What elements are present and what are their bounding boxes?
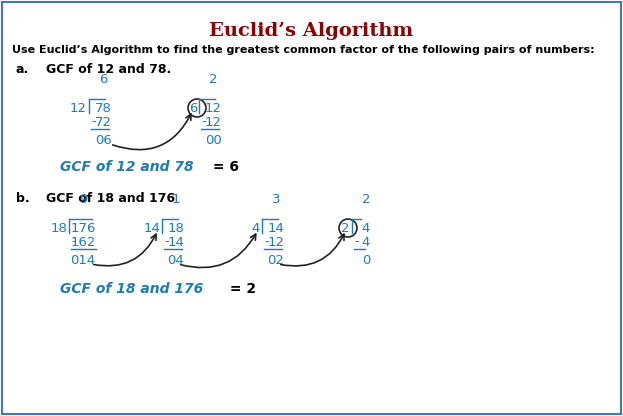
Text: = 2: = 2	[225, 282, 256, 296]
Text: 4: 4	[252, 221, 260, 235]
Text: 162: 162	[70, 235, 96, 248]
Text: Use Euclid’s Algorithm to find the greatest common factor of the following pairs: Use Euclid’s Algorithm to find the great…	[12, 45, 594, 55]
Text: b.: b.	[16, 192, 30, 205]
Text: 4: 4	[362, 221, 370, 235]
Text: 12: 12	[267, 235, 285, 248]
Text: -: -	[71, 235, 76, 248]
Text: 18: 18	[50, 221, 67, 235]
Text: 1: 1	[172, 193, 180, 206]
Text: 14: 14	[143, 221, 160, 235]
Text: -: -	[201, 116, 206, 129]
Text: 00: 00	[204, 134, 221, 146]
Text: 6: 6	[99, 73, 107, 86]
Text: GCF of 18 and 176: GCF of 18 and 176	[60, 282, 203, 296]
Text: = 6: = 6	[208, 160, 239, 174]
Text: GCF of 12 and 78.: GCF of 12 and 78.	[46, 63, 171, 76]
Text: 06: 06	[95, 134, 112, 146]
Text: a.: a.	[16, 63, 29, 76]
Text: 12: 12	[204, 102, 222, 114]
Text: 04: 04	[168, 253, 184, 267]
Text: -: -	[91, 116, 96, 129]
Text: 14: 14	[267, 221, 285, 235]
Text: 4: 4	[362, 235, 370, 248]
Text: 14: 14	[168, 235, 184, 248]
Text: GCF of 12 and 78: GCF of 12 and 78	[60, 160, 194, 174]
Text: Euclid’s Algorithm: Euclid’s Algorithm	[209, 22, 414, 40]
Text: 6: 6	[189, 102, 197, 114]
Text: 176: 176	[70, 221, 96, 235]
Text: 3: 3	[272, 193, 280, 206]
Text: 0: 0	[362, 253, 370, 267]
Text: 72: 72	[95, 116, 112, 129]
Text: 2: 2	[341, 221, 350, 235]
FancyArrowPatch shape	[113, 114, 191, 150]
FancyArrowPatch shape	[181, 234, 255, 267]
Text: GCF of 18 and 176: GCF of 18 and 176	[46, 192, 175, 205]
Text: 014: 014	[70, 253, 95, 267]
FancyArrowPatch shape	[93, 234, 156, 266]
Text: 18: 18	[168, 221, 184, 235]
Text: -: -	[354, 235, 359, 248]
Text: 2: 2	[362, 193, 370, 206]
Text: 9: 9	[79, 193, 87, 206]
Text: 2: 2	[209, 73, 217, 86]
Text: -: -	[264, 235, 269, 248]
Text: 02: 02	[267, 253, 285, 267]
Text: 12: 12	[204, 116, 222, 129]
FancyArrowPatch shape	[281, 234, 344, 266]
Text: 78: 78	[95, 102, 112, 114]
Text: 12: 12	[70, 102, 87, 114]
Text: -: -	[164, 235, 169, 248]
